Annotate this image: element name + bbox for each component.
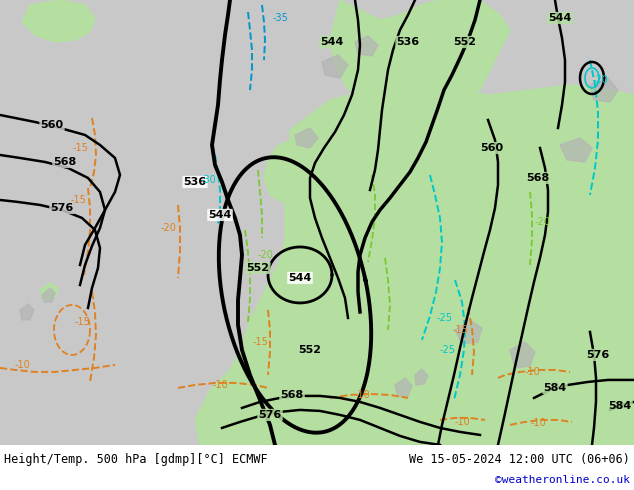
Polygon shape bbox=[20, 304, 34, 320]
Text: -25: -25 bbox=[440, 345, 456, 355]
Text: -10: -10 bbox=[454, 417, 470, 427]
Text: -10: -10 bbox=[14, 360, 30, 370]
Polygon shape bbox=[195, 85, 634, 445]
Polygon shape bbox=[560, 138, 592, 162]
Text: -10: -10 bbox=[354, 390, 370, 400]
Text: 568: 568 bbox=[280, 390, 304, 400]
Text: 536: 536 bbox=[396, 37, 420, 47]
Text: -15: -15 bbox=[74, 317, 90, 327]
Polygon shape bbox=[40, 283, 58, 300]
Text: We 15-05-2024 12:00 UTC (06+06): We 15-05-2024 12:00 UTC (06+06) bbox=[409, 453, 630, 466]
Text: -15: -15 bbox=[452, 325, 468, 335]
Text: 576: 576 bbox=[259, 410, 281, 420]
Text: 576: 576 bbox=[586, 350, 610, 360]
Polygon shape bbox=[455, 320, 482, 344]
Text: Height/Temp. 500 hPa [gdmp][°C] ECMWF: Height/Temp. 500 hPa [gdmp][°C] ECMWF bbox=[4, 453, 268, 466]
Polygon shape bbox=[590, 78, 618, 102]
Text: 544: 544 bbox=[288, 273, 312, 283]
Polygon shape bbox=[330, 0, 510, 115]
Polygon shape bbox=[22, 0, 95, 42]
Text: 584: 584 bbox=[543, 383, 567, 393]
Polygon shape bbox=[322, 55, 348, 78]
Text: 544: 544 bbox=[320, 37, 344, 47]
Text: 552: 552 bbox=[247, 263, 269, 273]
Text: -35: -35 bbox=[272, 13, 288, 23]
Text: 544: 544 bbox=[548, 13, 572, 23]
Text: 552: 552 bbox=[453, 37, 477, 47]
Text: 560: 560 bbox=[41, 120, 63, 130]
Polygon shape bbox=[295, 128, 318, 148]
Text: -15: -15 bbox=[252, 337, 268, 347]
Text: 544: 544 bbox=[209, 210, 231, 220]
Text: 552: 552 bbox=[299, 345, 321, 355]
Text: ©weatheronline.co.uk: ©weatheronline.co.uk bbox=[495, 475, 630, 485]
Text: -20: -20 bbox=[160, 223, 176, 233]
Polygon shape bbox=[42, 288, 55, 302]
Polygon shape bbox=[510, 342, 535, 368]
Text: 584: 584 bbox=[609, 401, 631, 411]
Text: 568: 568 bbox=[526, 173, 550, 183]
Polygon shape bbox=[395, 378, 412, 397]
Text: -20: -20 bbox=[534, 217, 550, 227]
Text: -30: -30 bbox=[200, 175, 216, 185]
Text: -10: -10 bbox=[530, 418, 546, 428]
Text: -10: -10 bbox=[524, 367, 540, 377]
Text: -20: -20 bbox=[257, 250, 273, 260]
Text: -20: -20 bbox=[592, 75, 608, 85]
Text: -25: -25 bbox=[437, 313, 453, 323]
Polygon shape bbox=[355, 36, 378, 56]
Text: -15: -15 bbox=[70, 195, 86, 205]
Text: -15: -15 bbox=[72, 143, 88, 153]
Text: 560: 560 bbox=[481, 143, 503, 153]
Polygon shape bbox=[300, 395, 634, 445]
Text: -10: -10 bbox=[212, 380, 228, 390]
Polygon shape bbox=[415, 369, 428, 385]
Polygon shape bbox=[264, 140, 310, 202]
Text: 568: 568 bbox=[53, 157, 77, 167]
Text: 576: 576 bbox=[50, 203, 74, 213]
Text: 536: 536 bbox=[183, 177, 207, 187]
